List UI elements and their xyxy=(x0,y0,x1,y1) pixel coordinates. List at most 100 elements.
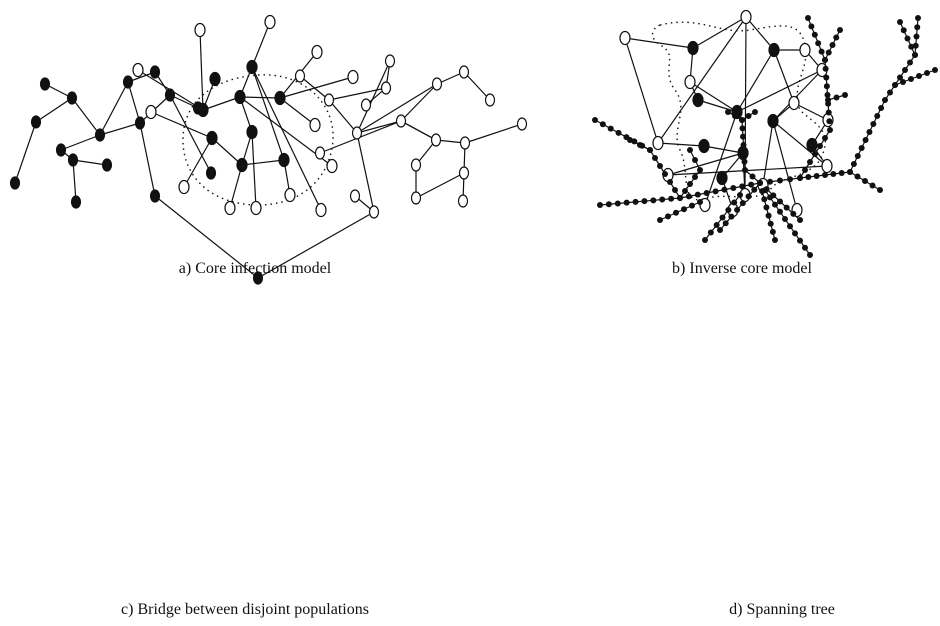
tree-node xyxy=(792,230,798,237)
infected-node xyxy=(70,195,82,209)
node xyxy=(326,158,338,174)
tree-node xyxy=(687,147,693,153)
tree-node xyxy=(912,52,918,58)
node xyxy=(740,9,752,25)
tree-node xyxy=(787,176,793,183)
tree-node xyxy=(615,129,622,136)
tree-node xyxy=(659,196,666,203)
tree-node xyxy=(725,109,731,115)
edge xyxy=(199,29,204,111)
tree-node xyxy=(825,49,832,56)
edge xyxy=(692,16,747,49)
tree-node xyxy=(732,113,738,119)
tree-node xyxy=(805,174,812,180)
infected-node xyxy=(767,113,779,129)
tree-node xyxy=(668,195,675,202)
edge xyxy=(667,152,744,176)
node xyxy=(264,14,276,30)
infected-node xyxy=(101,158,113,172)
tree-node xyxy=(908,76,914,82)
tree-node xyxy=(822,65,829,72)
caption: b) Inverse core model xyxy=(672,260,812,277)
tree-node xyxy=(932,67,938,73)
tree-node xyxy=(826,118,833,125)
edge xyxy=(150,111,213,139)
node xyxy=(457,194,469,208)
tree-node xyxy=(605,201,612,208)
edge xyxy=(99,122,141,136)
tree-node xyxy=(874,113,881,119)
tree-node xyxy=(827,127,833,133)
tree-node xyxy=(752,109,758,115)
infected-node xyxy=(206,130,218,146)
node xyxy=(516,117,528,131)
tree-node xyxy=(745,193,752,200)
edge xyxy=(704,111,738,206)
tree-node xyxy=(797,217,803,223)
tree-node xyxy=(802,167,808,173)
tree-node xyxy=(822,57,828,63)
tree-node xyxy=(877,187,883,193)
edge xyxy=(657,142,705,147)
tree-node xyxy=(592,117,598,123)
tree-node xyxy=(737,192,743,198)
edge xyxy=(624,37,659,144)
tree-node xyxy=(652,155,658,161)
edge xyxy=(239,96,281,99)
infected-node xyxy=(192,101,204,115)
infected-node xyxy=(716,170,728,186)
edge xyxy=(211,137,243,166)
tree-node xyxy=(914,24,921,31)
edge xyxy=(356,60,391,134)
tree-node xyxy=(900,79,906,85)
tree-node xyxy=(694,191,701,198)
node xyxy=(430,133,442,147)
tree-node xyxy=(614,200,621,207)
edge xyxy=(251,66,285,161)
tree-node xyxy=(765,212,772,219)
infected-node xyxy=(209,71,221,87)
node xyxy=(458,166,470,180)
edge xyxy=(464,123,523,144)
tree-node xyxy=(842,92,848,98)
edge xyxy=(251,131,257,209)
node xyxy=(145,104,157,120)
tree-node xyxy=(787,223,793,230)
tree-node xyxy=(805,15,811,21)
tree-node xyxy=(730,185,737,191)
tree-node xyxy=(740,133,746,140)
node xyxy=(323,93,335,107)
edge xyxy=(599,197,681,206)
tree-node xyxy=(777,198,783,205)
edge xyxy=(772,120,828,167)
tree-node xyxy=(682,188,688,194)
node xyxy=(360,98,372,112)
node xyxy=(314,146,326,160)
tree-node xyxy=(767,220,774,227)
tree-node xyxy=(731,199,738,206)
tree-node xyxy=(822,135,828,141)
tree-node xyxy=(825,97,831,103)
edge xyxy=(697,99,738,113)
edge xyxy=(183,137,213,188)
tree-node xyxy=(770,192,777,199)
edge xyxy=(169,94,212,174)
node xyxy=(799,42,811,58)
tree-node xyxy=(742,167,748,173)
tree-node xyxy=(689,202,695,209)
tree-node xyxy=(797,237,803,244)
infected-node xyxy=(55,143,67,157)
tree-node xyxy=(728,213,735,220)
tree-node xyxy=(739,200,746,207)
tree-node xyxy=(599,121,606,128)
infected-node xyxy=(149,65,161,79)
node xyxy=(395,114,407,128)
tree-node xyxy=(824,92,831,98)
tree-node xyxy=(712,188,719,195)
tree-node xyxy=(662,171,668,177)
edges xyxy=(14,16,936,279)
edge xyxy=(689,81,738,113)
tree-node xyxy=(772,237,778,243)
infected-node xyxy=(698,138,710,154)
core-boundary xyxy=(651,21,826,201)
